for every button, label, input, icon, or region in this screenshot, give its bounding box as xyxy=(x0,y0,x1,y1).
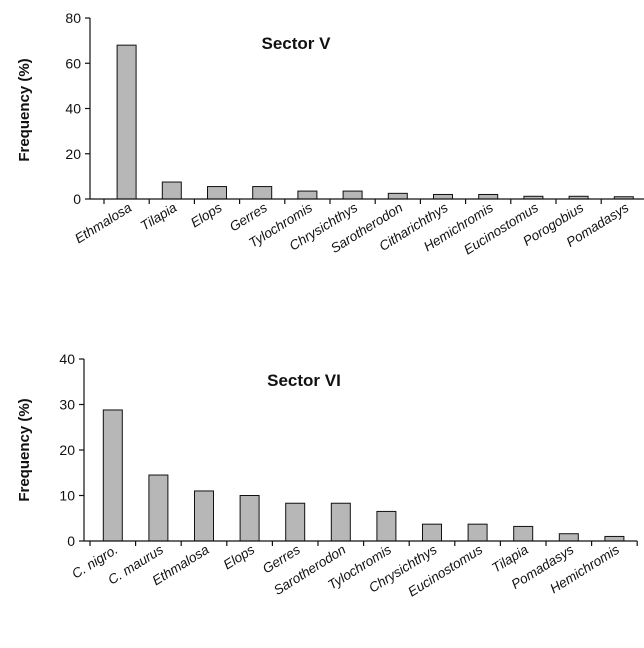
y-axis-ticks: 0 10 20 30 40 xyxy=(59,351,638,549)
bar-chrysichthys xyxy=(342,190,363,200)
bar-tylochromis xyxy=(376,510,397,542)
x-category-label: Ethmalosa xyxy=(72,200,134,247)
bar-tilapia xyxy=(161,181,182,200)
bar-ethmalosa xyxy=(194,490,214,542)
chart-title: Sector VI xyxy=(267,371,341,390)
y-tick-label: 10 xyxy=(59,488,75,504)
x-category-label: Elops xyxy=(221,542,258,573)
bar-sarotherodon xyxy=(387,192,408,200)
bar-ethmalosa xyxy=(116,44,137,200)
y-tick-label: 40 xyxy=(59,351,75,367)
bar-c-nigro xyxy=(102,409,123,542)
y-axis-label: Frequency (%) xyxy=(16,58,33,161)
bar-eucinostomus xyxy=(467,523,488,542)
y-tick-label: 0 xyxy=(67,533,75,549)
x-category-label: Elops xyxy=(188,200,225,231)
x-axis-category-labels: Ethmalosa Tilapia Elops GerresTylochromisCh… xyxy=(72,200,631,258)
y-tick-label: 60 xyxy=(65,55,81,71)
bar-group xyxy=(102,409,625,542)
y-tick-label: 20 xyxy=(59,442,75,458)
y-axis-ticks: 0 20 40 60 80 xyxy=(65,10,602,207)
bar-tilapia xyxy=(513,525,534,542)
chart-sector-vi: Sector VI Frequency (%) 0 10 20 30 40 C. nig… xyxy=(16,351,638,600)
x-category-label: Tilapia xyxy=(138,200,180,234)
chart-title: Sector V xyxy=(262,34,332,53)
bar-chrysichthys xyxy=(422,523,442,542)
bar-sarotherodon xyxy=(330,502,351,542)
y-tick-label: 80 xyxy=(65,10,81,26)
chart-sector-v: Sector V Frequency (%) 0 20 40 60 80 Ethmalo… xyxy=(16,10,644,257)
bar-elops xyxy=(207,186,227,200)
y-tick-label: 20 xyxy=(65,146,81,162)
bar-gerres xyxy=(285,502,306,542)
bar-hemichromis xyxy=(478,193,499,200)
bar-c-maurus xyxy=(148,474,169,542)
y-tick-label: 40 xyxy=(65,101,81,117)
y-axis-label: Frequency (%) xyxy=(16,398,33,501)
bar-tylochromis xyxy=(297,190,318,200)
bar-gerres xyxy=(252,186,273,200)
bar-elops xyxy=(239,495,260,542)
bar-citharichthys xyxy=(433,193,453,200)
bar-pomadasys xyxy=(558,533,579,542)
bar-group xyxy=(116,44,634,200)
y-tick-label: 0 xyxy=(73,191,81,207)
y-tick-label: 30 xyxy=(59,397,75,413)
bar-hemichromis xyxy=(604,535,625,542)
